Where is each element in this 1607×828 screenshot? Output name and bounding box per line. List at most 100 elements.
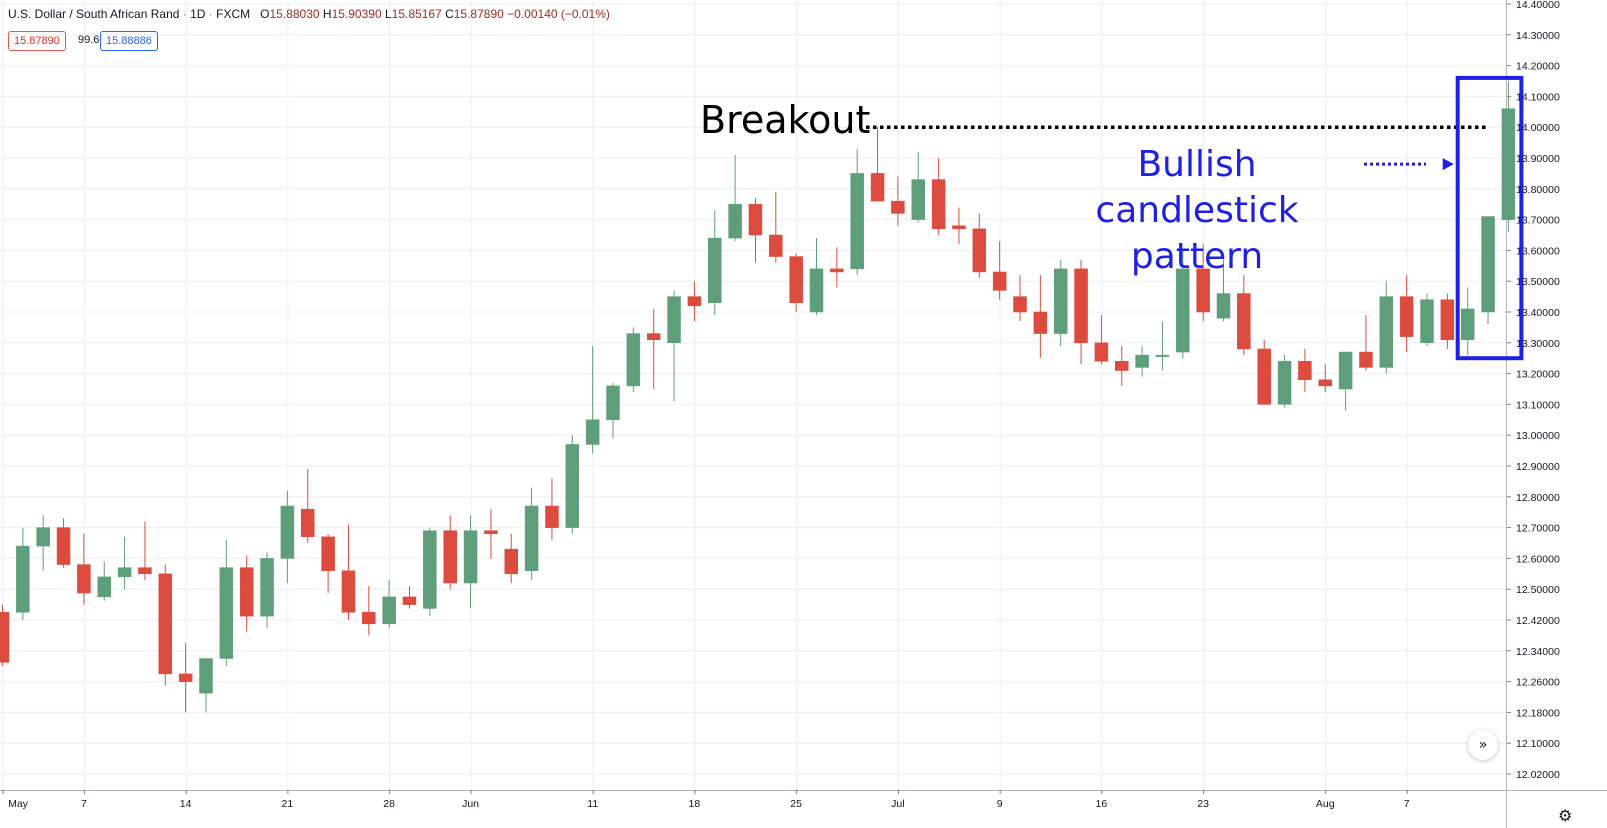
y-axis-tick-label: 13.90000 <box>1516 153 1560 165</box>
candle-body <box>1298 361 1312 381</box>
sell-price-button[interactable]: 15.87890 <box>8 31 66 51</box>
x-axis-tick-label: 7 <box>1404 798 1410 810</box>
high-label: H <box>322 7 332 21</box>
candle-body <box>1115 361 1129 371</box>
y-axis-tick-label: 13.10000 <box>1516 399 1560 411</box>
y-axis-tick-label: 12.50000 <box>1516 584 1560 596</box>
candle-body <box>1094 342 1109 362</box>
scroll-to-realtime-icon[interactable]: » <box>1468 730 1498 760</box>
candle-body <box>280 505 295 559</box>
candle-body <box>219 567 234 659</box>
candle-body <box>809 268 824 313</box>
candle-body <box>0 612 10 663</box>
y-axis-tick-label: 12.80000 <box>1516 492 1560 504</box>
y-axis-tick-label: 13.80000 <box>1516 184 1560 196</box>
x-axis-tick-label: 11 <box>587 798 598 810</box>
pattern-arrow-head <box>1442 158 1454 171</box>
high-value: 15.90390 <box>331 7 382 21</box>
close-value: 15.87890 <box>453 7 504 21</box>
x-axis-tick-label: 14 <box>180 798 192 810</box>
y-axis-tick-label: 12.18000 <box>1516 707 1560 719</box>
candle-body <box>1440 299 1455 340</box>
candle-body <box>1277 361 1292 405</box>
candle-body <box>97 576 111 598</box>
candle-body <box>1135 354 1149 368</box>
y-axis-tick-label: 13.30000 <box>1516 338 1560 350</box>
candle-body <box>1013 296 1027 313</box>
x-axis-tick-label: May <box>8 798 29 810</box>
pattern-highlight-box <box>1455 75 1524 361</box>
candle-body <box>423 530 437 609</box>
candle-body <box>341 570 356 613</box>
y-axis-tick-label: 13.50000 <box>1516 276 1560 288</box>
candle-body <box>260 558 274 617</box>
candle-body <box>646 333 661 340</box>
candle-body <box>931 179 946 230</box>
interval-label[interactable]: 1D <box>190 7 206 21</box>
candle-body <box>1379 296 1394 368</box>
candle-body <box>667 296 681 344</box>
y-axis-tick-label: 12.70000 <box>1516 523 1560 535</box>
candle-body <box>362 612 376 625</box>
low-label: L <box>384 7 392 21</box>
open-label: O <box>260 7 270 21</box>
candle-body <box>992 271 1007 291</box>
candle-body <box>870 173 885 202</box>
y-axis-tick-label: 12.90000 <box>1516 461 1560 473</box>
y-axis-tick-label: 14.00000 <box>1516 122 1560 134</box>
change-value: −0.00140 (−0.01%) <box>507 7 610 21</box>
bullish-annotation-line1: Bullish candlestick <box>1095 144 1299 231</box>
candle-body <box>687 296 702 307</box>
x-axis-tick-label: 16 <box>1096 798 1108 810</box>
candle-body <box>16 545 30 613</box>
y-axis-tick-label: 12.02000 <box>1516 769 1560 781</box>
candle-body <box>1033 311 1048 334</box>
candle-body <box>728 203 742 239</box>
open-value: 15.88030 <box>269 7 320 21</box>
spread-value: 99.6 <box>78 34 100 46</box>
y-axis-tick-label: 12.26000 <box>1516 677 1560 689</box>
candle-body <box>952 225 966 230</box>
y-axis-tick-label: 13.40000 <box>1516 307 1560 319</box>
gear-icon[interactable]: ⚙ <box>1558 806 1573 825</box>
candle-body <box>178 673 193 682</box>
y-axis-tick-label: 13.70000 <box>1516 215 1560 227</box>
breakout-annotation: Breakout <box>700 98 871 142</box>
candle-body <box>402 596 417 605</box>
candle-body <box>1318 379 1332 387</box>
x-axis-tick-label: 21 <box>282 798 294 810</box>
candle-body <box>321 536 335 571</box>
y-axis-tick-label: 12.42000 <box>1516 615 1560 627</box>
candle-body <box>443 530 457 584</box>
candle-body <box>463 530 478 584</box>
candle-body <box>891 200 905 214</box>
candle-body <box>36 527 50 547</box>
candle-body <box>1501 108 1516 220</box>
y-axis-tick-label: 13.00000 <box>1516 430 1560 442</box>
data-source-label: FXCM <box>216 7 251 21</box>
candle-body <box>748 203 763 236</box>
candle-body <box>158 573 173 675</box>
y-axis-tick-label: 14.10000 <box>1516 91 1560 103</box>
candle-body <box>1460 308 1475 340</box>
candle-body <box>1399 296 1414 337</box>
y-axis-tick-label: 12.10000 <box>1516 738 1560 750</box>
candle-body <box>830 268 844 273</box>
x-axis-tick-label: Jun <box>462 798 479 810</box>
x-axis-tick-label: 25 <box>790 798 802 810</box>
candle-body <box>56 527 71 565</box>
x-axis-tick-label: Aug <box>1316 798 1335 810</box>
x-axis-tick-label: 23 <box>1197 798 1209 810</box>
candle-body <box>565 444 580 528</box>
y-axis-tick-label: 12.60000 <box>1516 553 1560 565</box>
candle-body <box>239 567 254 617</box>
y-axis-tick-label: 14.40000 <box>1516 0 1560 11</box>
y-axis-tick-label: 13.20000 <box>1516 369 1560 381</box>
symbol-name[interactable]: U.S. Dollar / South African Rand <box>8 7 180 21</box>
candle-body <box>972 228 987 273</box>
chart-legend-header: U.S. Dollar / South African Rand · 1D · … <box>8 7 610 21</box>
candle-body <box>1338 351 1353 390</box>
buy-price-button[interactable]: 15.88886 <box>100 31 158 51</box>
x-axis-tick-label: 28 <box>383 798 395 810</box>
